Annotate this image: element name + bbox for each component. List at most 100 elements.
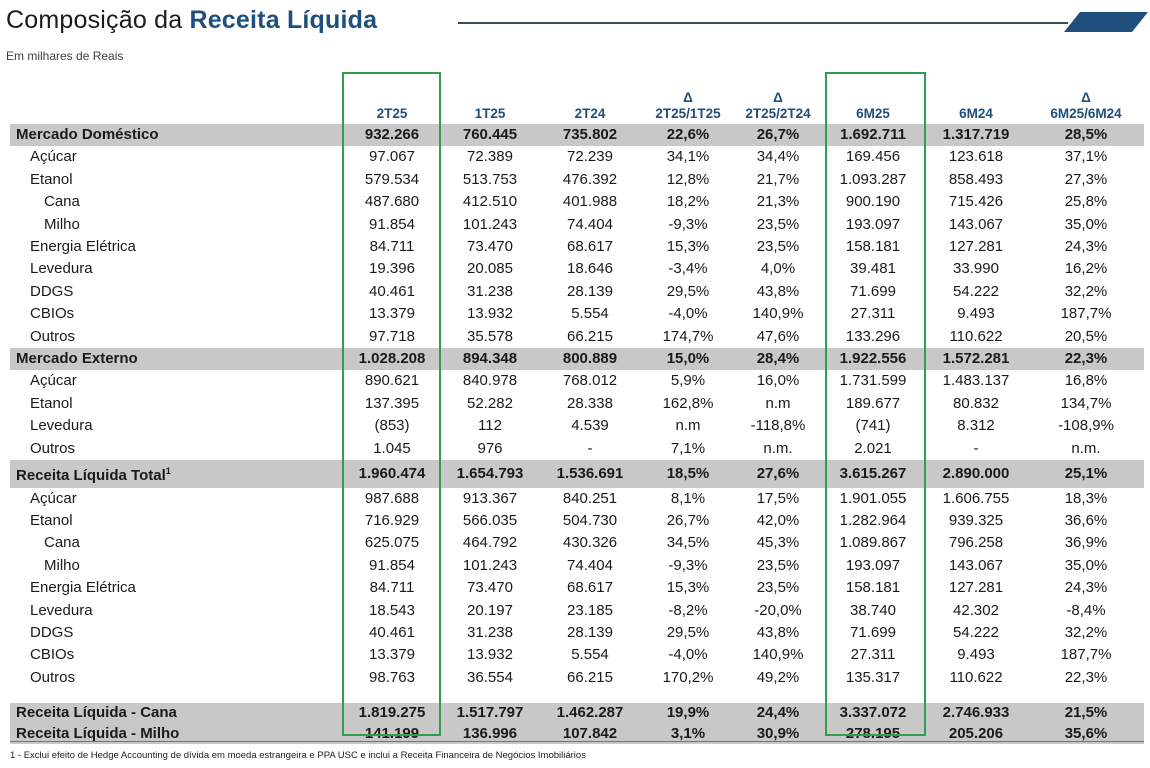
table-row: Cana 625.075 464.792 430.326 34,5% 45,3% 1.089… bbox=[10, 532, 1144, 554]
table-cell: 22,3% bbox=[1028, 348, 1144, 371]
column-header-line2: 6M25/6M24 bbox=[1050, 106, 1122, 121]
table-cell: 28.338 bbox=[567, 394, 613, 412]
table-row: Energia Elétrica 84.711 73.470 68.617 15,3% 2… bbox=[10, 236, 1144, 258]
row-label-text: Receita Líquida Total bbox=[16, 467, 166, 485]
header-label-cell bbox=[10, 76, 342, 124]
table-row: Açúcar 97.067 72.389 72.239 34,1% 34,4% 169.45… bbox=[10, 146, 1144, 168]
table-cell: 34,5% bbox=[666, 534, 710, 552]
table-cell: 36.554 bbox=[467, 668, 513, 686]
row-label-text: CBIOs bbox=[30, 646, 75, 664]
header: Composição da Receita Líquida bbox=[6, 6, 1148, 40]
row-label: Mercado Externo bbox=[10, 348, 342, 371]
row-label-text: Outros bbox=[30, 439, 76, 457]
table-cell: 19,9% bbox=[642, 703, 734, 724]
table-cell: 476.392 bbox=[562, 170, 618, 188]
row-label: Milho bbox=[10, 214, 342, 236]
table-row: Etanol 579.534 513.753 476.392 12,8% 21,7% 1.0… bbox=[10, 169, 1144, 191]
units-note: Em milhares de Reais bbox=[6, 49, 124, 63]
table-cell: 735.802 bbox=[538, 124, 642, 147]
table-row: Açúcar 890.621 840.978 768.012 5,9% 16,0% 1.73… bbox=[10, 370, 1144, 392]
title-bold: Receita Líquida bbox=[189, 6, 378, 34]
table-cell: 27,3% bbox=[1064, 170, 1108, 188]
table-cell: 26,7% bbox=[734, 124, 822, 147]
table-cell: 140,9% bbox=[752, 646, 804, 664]
column-header-line1: Δ bbox=[683, 90, 693, 105]
table-cell: 796.258 bbox=[948, 534, 1004, 552]
column-header-line1: Δ bbox=[773, 90, 783, 105]
table-cell: 34,1% bbox=[666, 148, 710, 166]
table-cell: 9.493 bbox=[957, 646, 995, 664]
summary-row: Receita Líquida - Milho 141.199 136.996 107… bbox=[10, 723, 1144, 745]
column-header-line1: ​ bbox=[538, 90, 642, 106]
table-cell: 187,7% bbox=[1060, 305, 1112, 323]
page-title: Composição da Receita Líquida bbox=[6, 6, 377, 35]
table-cell: 112 bbox=[478, 417, 502, 435]
table-cell: 21,7% bbox=[756, 170, 800, 188]
table-cell: 97.718 bbox=[369, 327, 415, 345]
table-cell: 34,4% bbox=[756, 148, 800, 166]
row-label: Levedura bbox=[10, 415, 342, 437]
table-cell: 162,8% bbox=[662, 394, 714, 412]
table-cell: 72.239 bbox=[567, 148, 613, 166]
title-rule bbox=[458, 22, 1068, 24]
table-cell: 28.139 bbox=[567, 623, 613, 641]
table-cell: -9,3% bbox=[668, 556, 708, 574]
table-cell: 3.615.267 bbox=[822, 460, 924, 488]
table-cell: n.m. bbox=[763, 439, 793, 457]
row-label: CBIOs bbox=[10, 303, 342, 325]
table-cell: 45,3% bbox=[756, 534, 800, 552]
table-cell: 73.470 bbox=[467, 238, 513, 256]
table-cell: 4.539 bbox=[571, 417, 609, 435]
row-label-text: Etanol bbox=[30, 394, 73, 412]
row-label: Energia Elétrica bbox=[10, 577, 342, 599]
table-cell: n.m. bbox=[1071, 439, 1101, 457]
table-header-row: ​2T25​1T25​2T24Δ2T25/1T25Δ2T25/2T24​6M25… bbox=[10, 76, 1144, 124]
table-cell: -8,4% bbox=[1066, 601, 1106, 619]
row-label-text: Cana bbox=[44, 193, 80, 211]
table-cell: 9.493 bbox=[957, 305, 995, 323]
table-row: Milho 91.854 101.243 74.404 -9,3% 23,5% 193.09… bbox=[10, 214, 1144, 236]
footnote-marker: 1 bbox=[165, 466, 171, 477]
table-cell: 13.932 bbox=[467, 646, 513, 664]
table-cell: 579.534 bbox=[364, 170, 420, 188]
row-label-text: Açúcar bbox=[30, 148, 77, 166]
table-row: Energia Elétrica 84.711 73.470 68.617 15,3% 2… bbox=[10, 577, 1144, 599]
table-cell: 123.618 bbox=[948, 148, 1004, 166]
table-cell: 487.680 bbox=[364, 193, 420, 211]
table-cell: 39.481 bbox=[850, 260, 896, 278]
table-cell: 16,2% bbox=[1064, 260, 1108, 278]
table-cell: 36,6% bbox=[1064, 511, 1108, 529]
table-cell: 21,5% bbox=[1028, 703, 1144, 724]
summary-row: Receita Líquida - Cana 1.819.275 1.517.797… bbox=[10, 703, 1144, 724]
table-cell: 932.266 bbox=[342, 124, 442, 147]
group-row: Mercado Externo 1.028.208 894.348 800.889 15… bbox=[10, 348, 1144, 371]
table-cell: 15,3% bbox=[666, 579, 710, 597]
table-cell: 187,7% bbox=[1060, 646, 1112, 664]
table-cell: 31.238 bbox=[467, 623, 513, 641]
table-cell: 140,9% bbox=[752, 305, 804, 323]
table-cell: 35.578 bbox=[467, 327, 513, 345]
table-row: Levedura 18.543 20.197 23.185 -8,2% -20,0% 38.… bbox=[10, 600, 1144, 622]
table-cell: 174,7% bbox=[662, 327, 714, 345]
table-cell: 18,2% bbox=[666, 193, 710, 211]
row-label-text: Milho bbox=[44, 215, 80, 233]
table-cell: 27,6% bbox=[734, 460, 822, 488]
table-cell: 26,7% bbox=[666, 511, 710, 529]
table-cell: 72.389 bbox=[467, 148, 513, 166]
table-cell: 27.311 bbox=[850, 305, 896, 323]
table-cell: 401.988 bbox=[562, 193, 618, 211]
row-label: DDGS bbox=[10, 622, 342, 644]
table-cell: 1.028.208 bbox=[342, 348, 442, 371]
row-label: Receita Líquida - Milho bbox=[10, 723, 342, 745]
footnote: 1 - Exclui efeito de Hedge Accounting de… bbox=[10, 750, 586, 761]
table-cell: 40.461 bbox=[369, 623, 415, 641]
row-label-text: Açúcar bbox=[30, 372, 77, 390]
table-cell: 107.842 bbox=[538, 723, 642, 745]
table-cell: 73.470 bbox=[467, 579, 513, 597]
table-cell: 20,5% bbox=[1064, 327, 1108, 345]
table-cell: 716.929 bbox=[364, 511, 420, 529]
table-cell: 32,2% bbox=[1064, 623, 1108, 641]
table-cell: 913.367 bbox=[462, 489, 518, 507]
table-cell: 1.572.281 bbox=[924, 348, 1028, 371]
column-header: Δ 2T25/2T24 bbox=[734, 76, 822, 124]
